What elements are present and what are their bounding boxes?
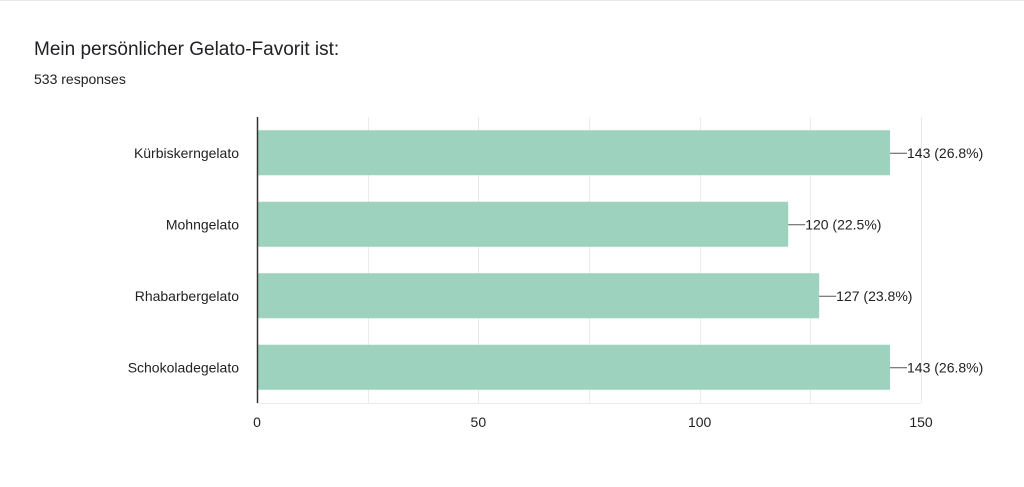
- category-label: Schokoladegelato: [128, 359, 240, 375]
- card-divider: [0, 0, 1024, 1]
- bar-3: [257, 273, 820, 319]
- x-tick-label: 150: [909, 414, 933, 430]
- x-tick-label: 50: [471, 414, 487, 430]
- category-label: Rhabarbergelato: [135, 288, 240, 304]
- value-label: 143 (26.8%): [907, 145, 983, 161]
- category-label: Kürbiskerngelato: [134, 145, 239, 161]
- response-count: 533 responses: [34, 71, 126, 87]
- value-label: 120 (22.5%): [805, 216, 881, 232]
- bar-1: [257, 130, 891, 176]
- x-tick-label: 100: [688, 414, 712, 430]
- bar-4: [257, 344, 891, 390]
- question-title: Mein persönlicher Gelato-Favorit ist:: [34, 39, 340, 60]
- labels: Kürbiskerngelato 143 (26.8%) Mohngelato 120…: [128, 145, 984, 430]
- value-label: 127 (23.8%): [836, 288, 912, 304]
- bars: [257, 130, 891, 390]
- value-label: 143 (26.8%): [907, 359, 983, 375]
- x-tick-label: 0: [253, 414, 261, 430]
- category-label: Mohngelato: [166, 216, 239, 232]
- bar-2: [257, 201, 789, 247]
